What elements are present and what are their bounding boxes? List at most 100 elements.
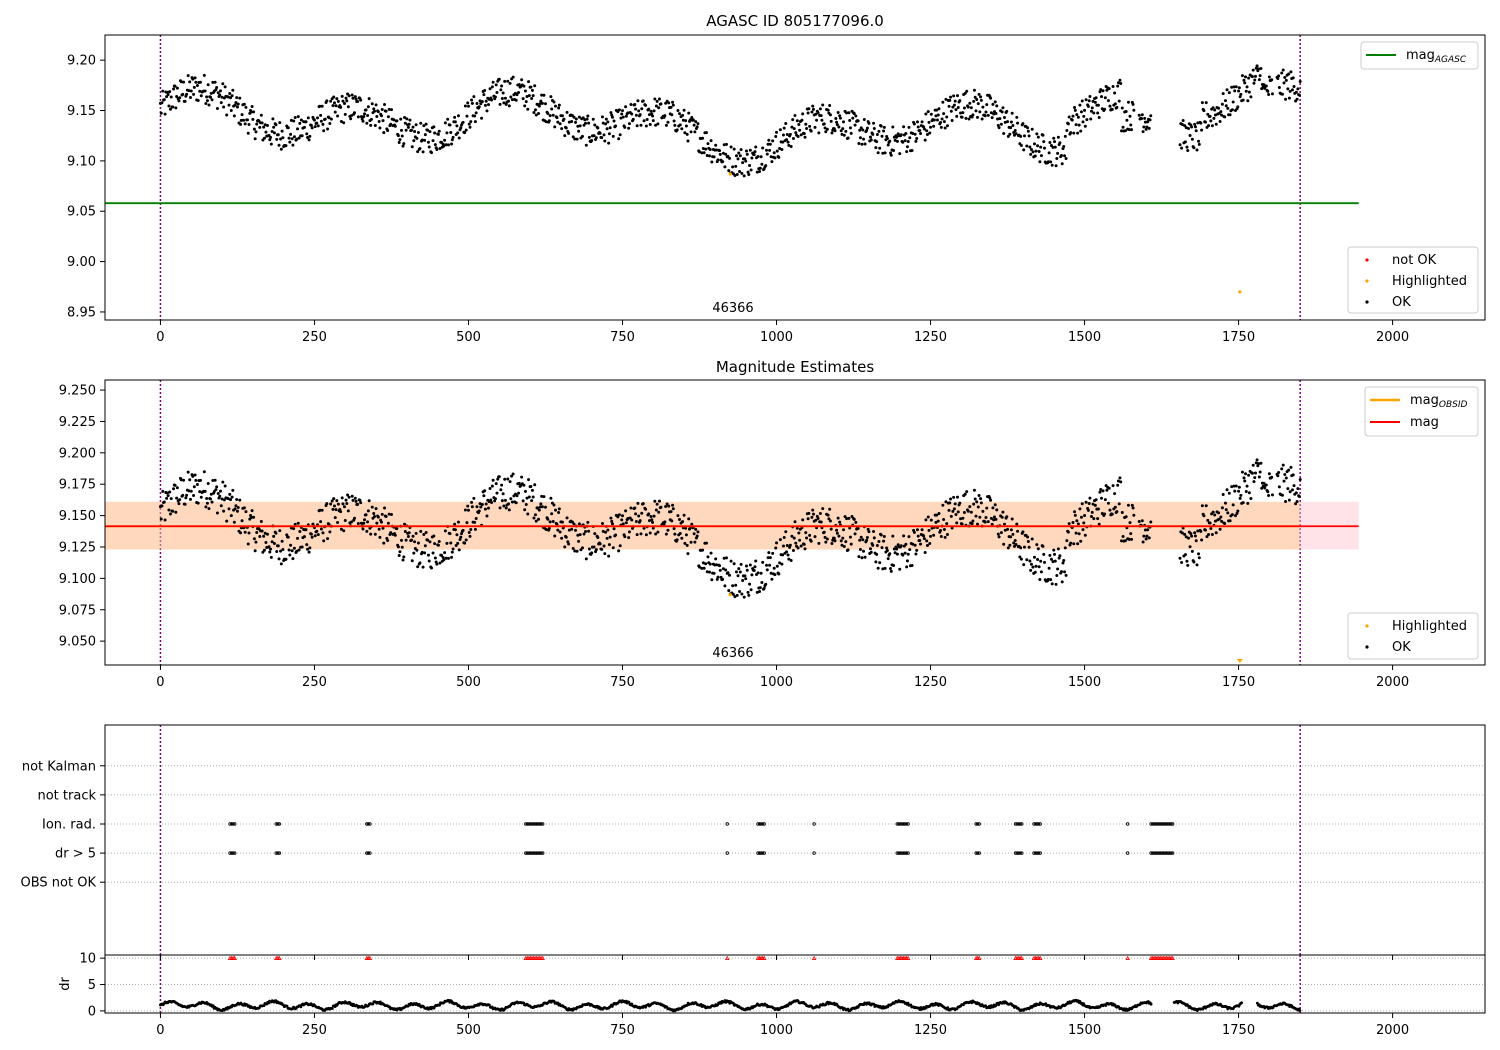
ok-point [353, 516, 357, 520]
ok-point [637, 109, 641, 113]
ok-point [446, 143, 450, 147]
ok-point [587, 529, 591, 533]
legend-not-ok: not OK [1392, 253, 1437, 268]
ok-point [1003, 120, 1007, 124]
ok-point [227, 103, 231, 107]
ok-point [665, 502, 669, 506]
ok-point [507, 99, 511, 103]
ok-point [1236, 105, 1240, 109]
ok-point [1059, 153, 1063, 157]
ok-point [948, 501, 952, 505]
ok-point [818, 512, 822, 516]
ok-point [1132, 513, 1136, 517]
ok-point [336, 520, 340, 524]
ok-point [449, 131, 453, 135]
ok-point [1244, 472, 1248, 476]
ok-point [1200, 504, 1204, 508]
ok-point [972, 99, 976, 103]
ok-point [944, 500, 948, 504]
ok-point [1080, 99, 1084, 103]
ok-point [443, 138, 447, 142]
ok-point [1072, 131, 1076, 135]
ok-point [923, 138, 927, 142]
ok-point [538, 505, 542, 509]
ok-point [410, 145, 414, 149]
ok-point [901, 553, 905, 557]
ok-point [356, 99, 360, 103]
ok-point [270, 540, 274, 544]
ok-point [654, 104, 658, 108]
ok-point [1048, 140, 1052, 144]
ok-point [752, 569, 756, 573]
ok-point [198, 490, 202, 494]
ok-point [1093, 503, 1097, 507]
y-tick-label: 9.00 [67, 255, 96, 270]
ok-point [815, 118, 819, 122]
ok-point [1254, 471, 1258, 475]
ok-point [975, 500, 979, 504]
ok-point [1140, 117, 1144, 121]
ok-point [908, 548, 912, 552]
ok-point [226, 95, 230, 99]
ok-point [877, 129, 881, 133]
ok-point [169, 497, 173, 501]
ok-point [347, 495, 351, 499]
ok-point [1085, 118, 1089, 122]
ok-point [768, 563, 772, 567]
ok-point [1188, 545, 1192, 549]
dr-point [1149, 1002, 1153, 1006]
ok-point [1276, 77, 1280, 81]
ok-point [1124, 109, 1128, 113]
ok-point [979, 95, 983, 99]
ok-point [1247, 76, 1251, 80]
ok-point [1074, 123, 1078, 127]
ok-point [498, 102, 502, 106]
ok-point [881, 567, 885, 571]
flag-point [1164, 851, 1169, 855]
ok-point [1026, 126, 1030, 130]
ok-point [168, 490, 172, 494]
y-tick-label: 9.05 [67, 205, 96, 220]
ok-point [941, 503, 945, 507]
ok-point [1116, 483, 1120, 487]
ok-point [690, 522, 694, 526]
ok-point [1142, 125, 1146, 129]
ok-point [1287, 96, 1291, 100]
ok-point [671, 507, 675, 511]
ok-point [1227, 491, 1231, 495]
ok-point [1295, 97, 1299, 101]
ok-point [756, 571, 760, 575]
ok-point [865, 126, 869, 130]
ok-point [398, 138, 402, 142]
ok-point [754, 145, 758, 149]
x-tick-label: 1750 [1222, 1023, 1255, 1038]
ok-point [974, 109, 978, 113]
ok-point [416, 150, 420, 154]
ok-point [198, 478, 202, 482]
ok-point [1103, 96, 1107, 100]
ok-point [240, 113, 244, 117]
ok-point [1214, 122, 1218, 126]
ok-point [1185, 145, 1189, 149]
ok-point [1209, 119, 1213, 123]
ok-point [446, 117, 450, 121]
ok-point [1244, 75, 1248, 79]
ok-point [624, 521, 628, 525]
ok-point [428, 540, 432, 544]
ok-point [1059, 570, 1063, 574]
ok-point [978, 110, 982, 114]
ok-point [543, 505, 547, 509]
ok-point [980, 117, 984, 121]
ok-point [1089, 117, 1093, 121]
ok-point [332, 497, 336, 501]
ok-point [1082, 521, 1086, 525]
ok-point [819, 114, 823, 118]
flag-point [276, 851, 280, 855]
ok-point [1255, 64, 1259, 68]
ok-point [963, 91, 967, 95]
ok-point [618, 133, 622, 137]
y-tick-label: 0 [88, 1004, 96, 1019]
ok-point [916, 534, 920, 538]
ok-point [587, 121, 591, 125]
ok-point [437, 129, 441, 133]
